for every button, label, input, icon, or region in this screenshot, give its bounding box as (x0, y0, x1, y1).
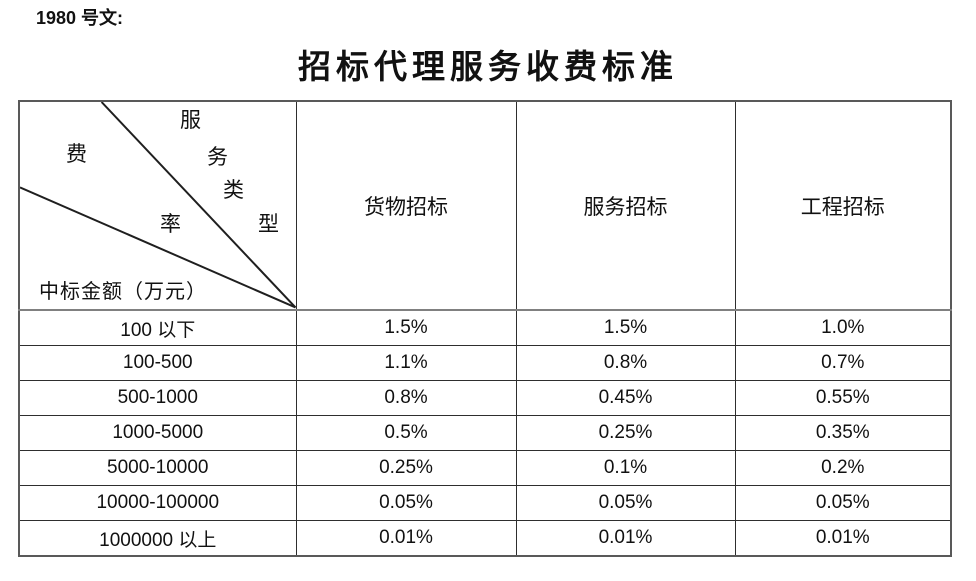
corner-rate-char-1: 费 (66, 142, 87, 166)
rate-cell: 0.8% (295, 380, 517, 417)
column-header-service-bidding: 服务招标 (515, 100, 736, 312)
corner-service-type-char-2: 务 (207, 145, 228, 169)
table-row: 500-1000 0.8% 0.45% 0.55% (18, 380, 952, 417)
table-row: 10000-100000 0.05% 0.05% 0.05% (18, 485, 952, 522)
rate-cell: 0.7% (734, 345, 952, 382)
rate-cell: 0.25% (515, 415, 736, 452)
corner-amount-label: 中标金额（万元） (39, 281, 207, 303)
rate-cell: 1.5% (295, 309, 517, 347)
table-row: 5000-10000 0.25% 0.1% 0.2% (18, 450, 952, 487)
amount-range-cell: 500-1000 (18, 380, 297, 417)
rate-cell: 0.2% (734, 450, 952, 487)
fee-table: 服 务 类 型 费 率 中标金额（万元） 货物招标 服务招标 工程招标 100 … (18, 100, 952, 557)
table-row: 1000-5000 0.5% 0.25% 0.35% (18, 415, 952, 452)
table-row: 100 以下 1.5% 1.5% 1.0% (18, 309, 952, 347)
rate-cell: 0.25% (295, 450, 517, 487)
diagonal-divider-lines (20, 102, 295, 309)
rate-cell: 0.5% (295, 415, 517, 452)
page-title: 招标代理服务收费标准 (298, 50, 678, 86)
rate-cell: 0.01% (734, 520, 952, 557)
corner-service-type-char-1: 服 (180, 108, 201, 132)
rate-cell: 0.05% (295, 485, 517, 522)
rate-cell: 0.05% (515, 485, 736, 522)
amount-range-cell: 100-500 (18, 345, 297, 382)
rate-cell: 0.45% (515, 380, 736, 417)
amount-range-cell: 1000000 以上 (18, 520, 297, 557)
rate-cell: 0.55% (734, 380, 952, 417)
rate-cell: 1.1% (295, 345, 517, 382)
rate-cell: 0.8% (515, 345, 736, 382)
amount-range-cell: 5000-10000 (18, 450, 297, 487)
column-header-engineering-bidding: 工程招标 (734, 100, 952, 312)
corner-service-type-char-4: 型 (258, 212, 279, 236)
rate-cell: 1.5% (515, 309, 736, 347)
amount-range-cell: 10000-100000 (18, 485, 297, 522)
amount-range-cell: 1000-5000 (18, 415, 297, 452)
rate-cell: 0.1% (515, 450, 736, 487)
corner-service-type-char-3: 类 (223, 178, 244, 202)
table-row: 100-500 1.1% 0.8% 0.7% (18, 345, 952, 382)
amount-range-cell: 100 以下 (18, 309, 297, 347)
table-corner-cell: 服 务 类 型 费 率 中标金额（万元） (18, 100, 297, 312)
rate-cell: 0.35% (734, 415, 952, 452)
table-row: 1000000 以上 0.01% 0.01% 0.01% (18, 520, 952, 557)
rate-cell: 0.05% (734, 485, 952, 522)
doc-number-label: 1980 号文: (36, 8, 124, 28)
rate-cell: 0.01% (515, 520, 736, 557)
rate-cell: 0.01% (295, 520, 517, 557)
column-header-goods-bidding: 货物招标 (295, 100, 517, 312)
rate-cell: 1.0% (734, 309, 952, 347)
corner-rate-char-2: 率 (160, 212, 181, 236)
table-header-row: 服 务 类 型 费 率 中标金额（万元） 货物招标 服务招标 工程招标 (18, 100, 952, 312)
